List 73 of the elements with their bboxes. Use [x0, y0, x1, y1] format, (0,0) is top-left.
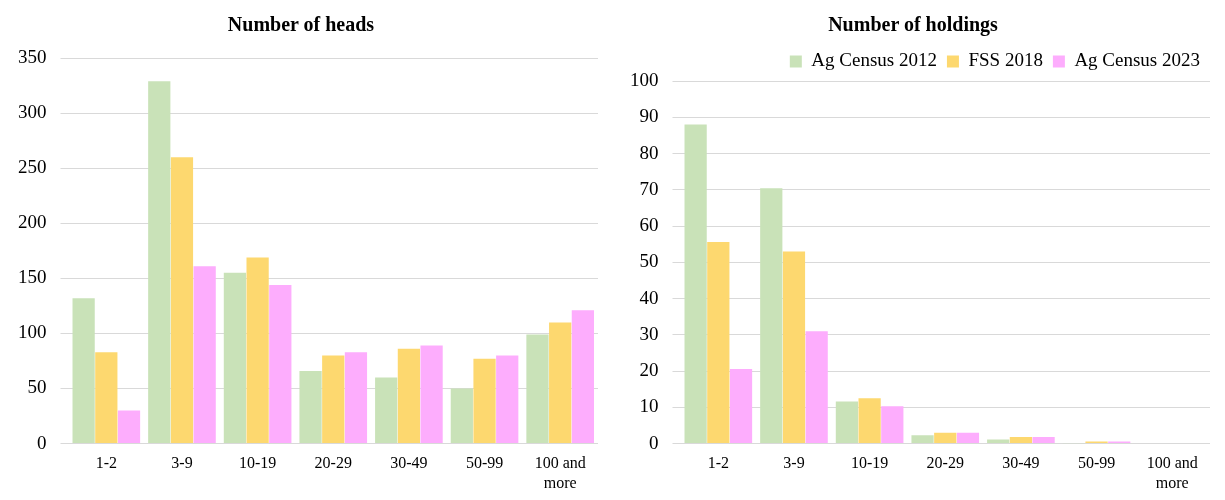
y-tick-label: 300	[18, 101, 47, 123]
bar	[420, 345, 443, 444]
y-tick-label: 200	[18, 211, 47, 233]
x-tick-label: 3-9	[783, 454, 805, 472]
bar	[934, 432, 957, 444]
legend-label: FSS 2018	[968, 49, 1043, 71]
y-tick-label: 250	[18, 156, 47, 178]
x-tick-label: 20-29	[926, 454, 964, 472]
x-tick-label: 30-49	[390, 454, 428, 472]
bar	[526, 334, 549, 444]
x-tick-label: 100 and more	[1146, 454, 1198, 491]
bar	[729, 368, 753, 444]
x-tick-label: 1-2	[95, 454, 117, 472]
bar	[1009, 437, 1033, 444]
bar	[193, 266, 216, 444]
bar	[397, 348, 421, 444]
y-tick-label: 30	[639, 322, 659, 344]
bar	[835, 401, 859, 444]
x-tick-label: 3-9	[171, 454, 193, 472]
bar	[322, 355, 345, 444]
y-tick-label: 150	[18, 266, 47, 288]
legend-label: Ag Census 2012	[811, 49, 937, 71]
bar	[269, 284, 292, 444]
bar	[375, 377, 398, 444]
bar	[299, 370, 322, 444]
bar	[805, 331, 828, 444]
x-tick-label: 50-99	[465, 454, 504, 472]
y-tick-label: 90	[639, 105, 659, 127]
bar	[760, 188, 783, 444]
chart-title: Number of holdings	[828, 13, 999, 37]
bar	[571, 310, 594, 444]
y-tick-label: 100	[18, 321, 47, 343]
y-tick-label: 80	[639, 141, 659, 163]
legend-label: Ag Census 2023	[1074, 49, 1201, 71]
y-tick-label: 50	[27, 376, 47, 398]
bar	[707, 241, 730, 444]
bar	[549, 322, 572, 444]
bar	[956, 432, 980, 444]
y-tick-label: 0	[37, 431, 47, 453]
bar	[782, 251, 806, 444]
y-tick-label: 40	[639, 286, 659, 308]
bar	[148, 81, 171, 444]
bar	[72, 298, 95, 444]
bar	[170, 157, 194, 444]
x-tick-label: 30-49	[1002, 454, 1040, 472]
bar	[496, 355, 519, 444]
y-tick-label: 70	[639, 177, 659, 199]
y-tick-label: 50	[639, 250, 659, 272]
bar	[450, 388, 473, 444]
bar	[344, 352, 368, 444]
x-tick-label: 20-29	[314, 454, 352, 472]
bar	[911, 435, 934, 444]
y-tick-label: 0	[649, 431, 659, 453]
bar	[95, 352, 118, 444]
x-tick-label: 10-19	[238, 454, 277, 472]
bar	[223, 272, 247, 444]
bar	[117, 410, 141, 444]
x-tick-label: 10-19	[850, 454, 889, 472]
chart-title: Number of heads	[227, 13, 375, 36]
y-tick-label: 10	[639, 395, 659, 417]
bar	[684, 124, 707, 444]
x-tick-label: 50-99	[1077, 454, 1116, 472]
x-tick-label: 100 and more	[534, 454, 586, 491]
bar	[1032, 437, 1055, 444]
bar	[881, 406, 904, 444]
y-tick-label: 100	[630, 68, 659, 90]
y-tick-label: 20	[639, 359, 659, 381]
y-tick-label: 350	[18, 45, 47, 67]
bar	[473, 358, 496, 444]
bar	[858, 398, 881, 444]
bar	[246, 257, 269, 444]
y-tick-label: 60	[639, 214, 659, 236]
x-tick-label: 1-2	[707, 454, 729, 472]
